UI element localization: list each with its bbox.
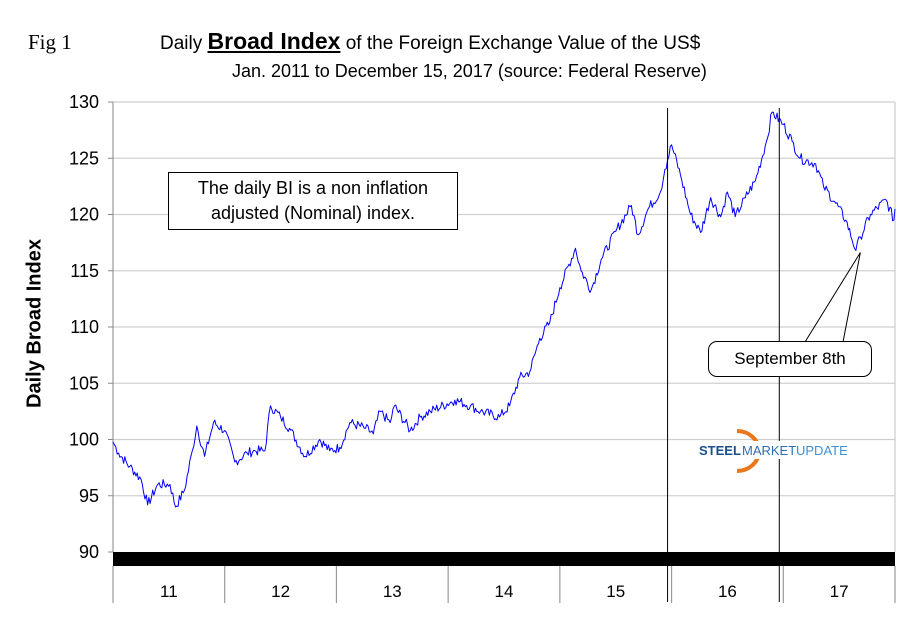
x-tick-label: 11 [160,582,178,601]
note-box: The daily BI is a non inflation adjusted… [168,172,458,230]
figure-label: Fig 1 [28,30,72,54]
title-prefix: Daily [160,33,203,54]
x-tick-label: 13 [383,582,402,601]
x-axis-bar [113,552,895,566]
logo-swoosh-icon: STEEL MARKET UPDATE [697,429,848,473]
y-tick-label: 95 [79,486,99,506]
y-tick-label: 115 [70,261,99,281]
x-axis: 11 12 13 14 15 16 17 [112,552,896,603]
y-ticks: 90 95 100 105 110 115 120 125 130 [69,92,113,562]
callout-pointer [804,252,861,343]
title-suffix: of the Foreign Exchange Value of the US$ [345,33,701,54]
callout-box: September 8th [708,341,872,377]
chart-title: Daily Broad Index of the Foreign Exchang… [160,28,700,55]
logo-text-steel: STEEL [699,443,741,458]
x-tick-label: 16 [718,582,737,601]
y-tick-label: 110 [70,317,99,337]
steel-market-update-logo: STEEL MARKET UPDATE [697,425,848,473]
y-tick-label: 120 [69,205,99,225]
gridlines [112,101,896,552]
x-tick-label: 15 [606,582,625,601]
x-tick-label: 17 [830,582,849,601]
logo-text-market: MARKET [742,443,796,458]
title-emphasis: Broad Index [207,28,341,54]
y-tick-label: 130 [69,92,99,112]
x-tick-label: 12 [271,582,290,601]
callout-pointer-line [804,252,861,343]
y-tick-label: 105 [69,373,99,393]
chart-subtitle: Jan. 2011 to December 15, 2017 (source: … [232,61,707,81]
y-tick-label: 100 [69,430,99,450]
x-tick-label: 14 [495,582,514,601]
series-line [112,111,896,508]
y-tick-label: 90 [79,542,99,562]
logo-text-update: UPDATE [796,443,847,458]
y-tick-label: 125 [69,148,99,168]
